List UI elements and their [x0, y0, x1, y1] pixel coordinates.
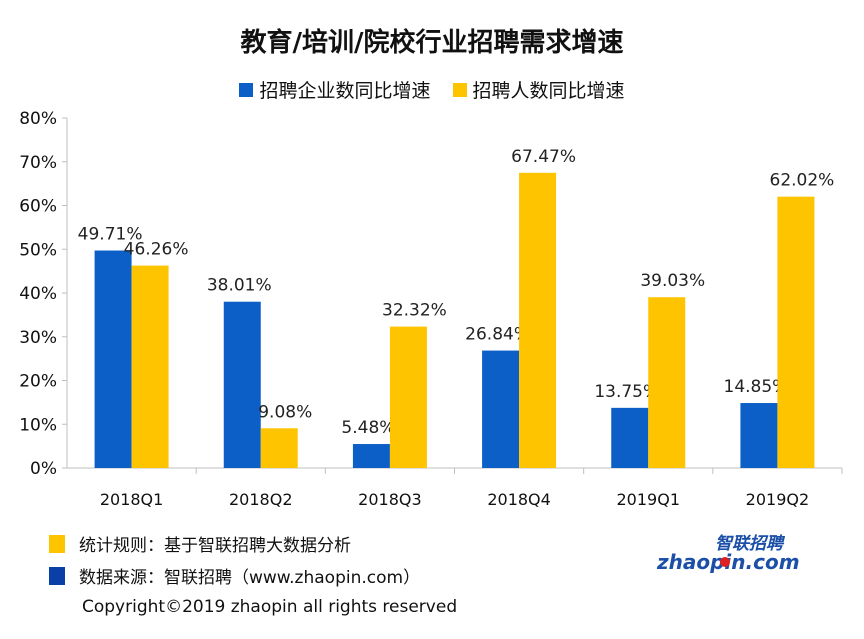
bar-people	[260, 428, 298, 468]
x-tick-label: 2019Q1	[617, 490, 681, 509]
data-label-companies: 5.48%	[341, 418, 395, 438]
legend-label-people: 招聘人数同比增速	[472, 80, 625, 102]
x-tick-label: 2018Q2	[229, 490, 293, 509]
y-tick-label: 50%	[19, 240, 57, 260]
data-label-people: 39.03%	[640, 271, 705, 291]
y-tick-label: 30%	[19, 328, 57, 348]
footer-source-text: 数据来源：智联招聘（www.zhaopin.com）	[79, 568, 421, 588]
legend-swatch-companies	[239, 82, 254, 97]
data-label-companies: 13.75%	[594, 382, 659, 402]
data-label-companies: 38.01%	[207, 276, 272, 296]
footer-rule-text: 统计规则：基于智联招聘大数据分析	[79, 536, 351, 556]
data-label-people: 67.47%	[511, 147, 576, 167]
x-tick-label: 2018Q4	[487, 490, 551, 509]
bar-companies	[611, 407, 649, 468]
data-label-companies: 49.71%	[78, 225, 143, 245]
chart-legend: 招聘企业数同比增速 招聘人数同比增速	[0, 76, 864, 103]
x-tick-label: 2019Q2	[746, 490, 810, 509]
bar-people	[777, 196, 815, 468]
y-tick-label: 40%	[19, 284, 57, 304]
logo-dot-icon	[720, 557, 730, 567]
data-label-people: 62.02%	[770, 171, 835, 191]
footer-source: 数据来源：智联招聘（www.zhaopin.com）	[49, 563, 420, 588]
x-tick-label: 2018Q3	[358, 490, 422, 509]
copyright-text: Copyright©2019 zhaopin all rights reserv…	[82, 597, 458, 617]
bar-people	[519, 172, 557, 468]
y-tick-label: 60%	[19, 197, 57, 217]
bar-companies	[352, 444, 390, 468]
y-tick-label: 10%	[19, 415, 57, 435]
zhaopin-logo: 智联招聘 zhaopin.com	[656, 534, 800, 573]
footer-source-swatch	[49, 566, 65, 585]
logo-top-text: 智联招聘	[715, 534, 786, 554]
chart-title: 教育/培训/院校行业招聘需求增速	[240, 28, 624, 58]
data-label-companies: 26.84%	[465, 325, 530, 345]
footer-rule-swatch	[49, 534, 65, 553]
y-tick-label: 0%	[30, 459, 57, 479]
legend-item-companies: 招聘企业数同比增速	[239, 76, 431, 103]
bar-companies	[740, 403, 778, 468]
y-tick-label: 20%	[19, 372, 57, 392]
data-label-companies: 14.85%	[724, 377, 789, 397]
legend-swatch-people	[452, 82, 467, 97]
y-tick-label: 70%	[19, 153, 57, 173]
y-tick-label: 80%	[19, 109, 57, 129]
data-label-people: 32.32%	[382, 301, 447, 321]
legend-label-companies: 招聘企业数同比增速	[259, 80, 431, 102]
bar-companies	[223, 301, 261, 468]
footer-rule: 统计规则：基于智联招聘大数据分析	[49, 531, 351, 556]
legend-item-people: 招聘人数同比增速	[452, 76, 625, 103]
bar-people	[648, 297, 686, 468]
x-tick-label: 2018Q1	[100, 490, 164, 509]
data-label-people: 9.08%	[258, 402, 312, 422]
bar-people	[389, 326, 427, 468]
bar-companies	[94, 250, 132, 468]
bar-people	[131, 265, 169, 468]
bar-companies	[482, 350, 520, 468]
data-label-people: 46.26%	[124, 240, 189, 260]
